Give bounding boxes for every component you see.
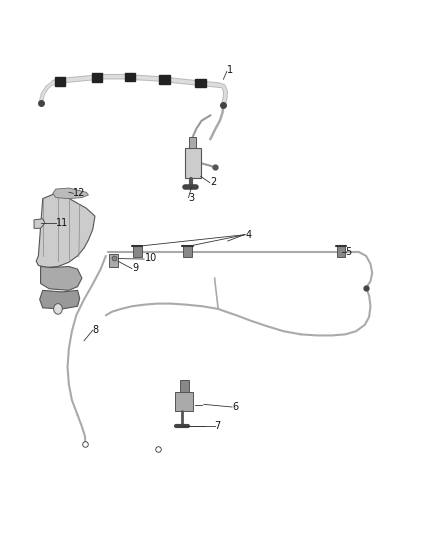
Text: 8: 8 bbox=[93, 325, 99, 335]
Text: 7: 7 bbox=[215, 421, 221, 431]
Bar bbox=[185, 148, 201, 178]
Text: 11: 11 bbox=[56, 218, 68, 228]
Bar bbox=[133, 246, 141, 257]
Bar bbox=[184, 246, 192, 257]
Bar bbox=[124, 73, 135, 82]
Text: 4: 4 bbox=[245, 230, 251, 240]
Text: 6: 6 bbox=[232, 402, 238, 412]
Bar bbox=[176, 392, 193, 411]
Polygon shape bbox=[53, 188, 88, 199]
Bar bbox=[55, 77, 65, 86]
Text: 2: 2 bbox=[210, 176, 216, 187]
Text: 10: 10 bbox=[145, 253, 157, 263]
Text: 9: 9 bbox=[132, 263, 138, 272]
Bar bbox=[92, 73, 102, 82]
Text: 3: 3 bbox=[188, 192, 194, 203]
Polygon shape bbox=[41, 266, 82, 290]
Text: 12: 12 bbox=[73, 188, 85, 198]
Bar bbox=[159, 75, 170, 84]
Bar bbox=[189, 136, 196, 148]
Text: 1: 1 bbox=[227, 66, 233, 75]
Bar bbox=[110, 254, 118, 266]
Polygon shape bbox=[40, 290, 80, 309]
Bar bbox=[180, 381, 188, 392]
Bar bbox=[336, 246, 345, 257]
Bar bbox=[195, 79, 206, 87]
Polygon shape bbox=[36, 192, 95, 268]
Text: 5: 5 bbox=[345, 247, 351, 257]
Circle shape bbox=[53, 304, 62, 314]
Polygon shape bbox=[34, 219, 45, 228]
